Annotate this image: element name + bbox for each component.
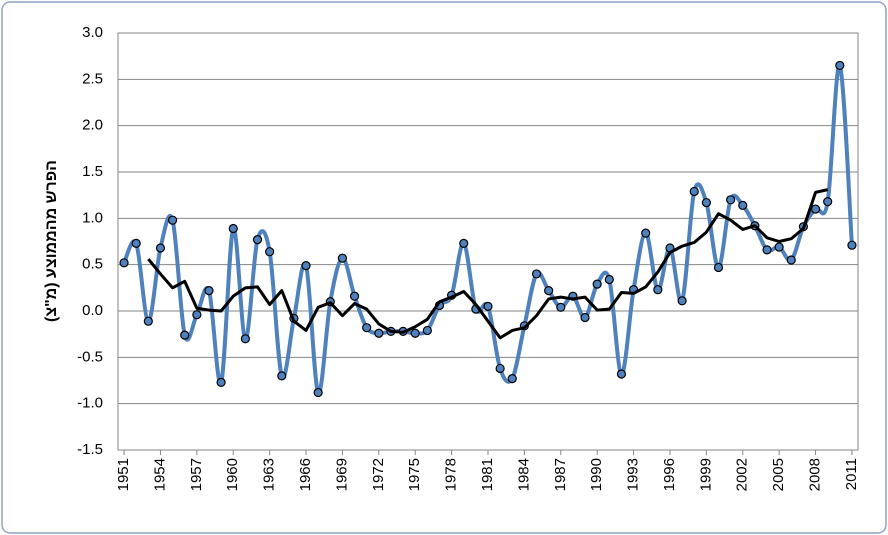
- x-tick-label: 1951: [115, 458, 132, 491]
- data-point: [374, 328, 384, 338]
- data-point: [762, 245, 772, 255]
- data-point: [422, 325, 432, 336]
- data-point: [301, 260, 311, 271]
- y-tick-label: -1.5: [77, 441, 103, 458]
- data-point: [592, 279, 602, 289]
- x-tick-label: 2011: [843, 458, 860, 490]
- data-point: [362, 323, 372, 333]
- data-point: [544, 286, 554, 296]
- x-tick-label: 1960: [224, 458, 241, 491]
- x-tick-label: 2005: [770, 458, 787, 491]
- x-tick-label: 1984: [515, 458, 532, 491]
- y-tick-label: 0.5: [82, 256, 103, 273]
- data-point: [252, 235, 263, 245]
- data-point: [774, 242, 784, 252]
- x-tick-label: 1954: [151, 458, 168, 491]
- data-point: [349, 291, 360, 301]
- data-point: [823, 197, 833, 207]
- data-point: [641, 228, 651, 238]
- data-point: [677, 296, 687, 306]
- data-point: [240, 334, 250, 344]
- data-point: [410, 328, 420, 338]
- data-point: [337, 253, 348, 263]
- data-point: [459, 238, 469, 248]
- data-point: [155, 243, 166, 253]
- data-point: [847, 240, 857, 250]
- y-tick-label: -0.5: [77, 348, 103, 365]
- data-point: [580, 312, 590, 323]
- data-point: [726, 195, 736, 205]
- data-point: [495, 363, 505, 374]
- x-tick-label: 1963: [261, 458, 278, 491]
- data-point: [701, 197, 711, 208]
- data-point: [689, 186, 699, 197]
- x-tick-label: 1975: [406, 458, 423, 491]
- x-tick-label: 1996: [661, 458, 678, 491]
- data-point: [483, 301, 493, 311]
- data-point: [313, 387, 323, 398]
- x-tick-label: 1990: [588, 458, 605, 491]
- data-point: [786, 255, 796, 265]
- x-tick-label: 1978: [443, 458, 460, 491]
- data-point: [738, 200, 748, 210]
- y-axis-title: הפרש מהממוצע (מ"צ): [43, 160, 60, 322]
- y-tick-label: 0.0: [82, 302, 103, 319]
- y-tick-label: 2.5: [82, 70, 103, 87]
- x-tick-label: 1987: [552, 458, 569, 491]
- y-tick-label: 3.0: [82, 24, 103, 41]
- data-point: [531, 269, 542, 279]
- series-line: [147, 188, 829, 340]
- data-point: [616, 369, 627, 379]
- data-point: [713, 262, 724, 273]
- data-point: [507, 374, 517, 384]
- data-point: [131, 238, 141, 248]
- x-tick-label: 1993: [625, 458, 642, 491]
- data-point: [228, 223, 238, 234]
- data-point: [119, 258, 129, 268]
- y-tick-label: 1.5: [82, 163, 103, 180]
- data-point: [265, 247, 275, 257]
- data-point: [167, 215, 178, 225]
- data-point: [835, 60, 845, 71]
- x-tick-label: 1957: [188, 458, 205, 491]
- y-tick-label: 2.0: [82, 117, 103, 134]
- x-tick-label: 1981: [479, 458, 496, 491]
- data-point: [653, 285, 663, 295]
- x-tick-label: 1966: [297, 458, 314, 491]
- x-tick-label: 2002: [734, 458, 751, 491]
- data-point: [277, 371, 287, 381]
- data-point: [204, 286, 214, 296]
- data-point: [604, 274, 614, 285]
- data-point: [556, 302, 566, 312]
- data-point: [810, 204, 821, 214]
- y-tick-label: -1.0: [77, 395, 103, 412]
- data-point: [216, 377, 226, 387]
- x-tick-label: 2008: [807, 458, 824, 491]
- x-tick-label: 1999: [697, 458, 714, 491]
- y-tick-label: 1.0: [82, 209, 103, 226]
- x-tick-label: 1972: [370, 458, 387, 491]
- x-tick-label: 1969: [333, 458, 350, 491]
- data-point: [180, 330, 190, 340]
- data-point: [143, 316, 153, 326]
- data-point: [192, 310, 202, 320]
